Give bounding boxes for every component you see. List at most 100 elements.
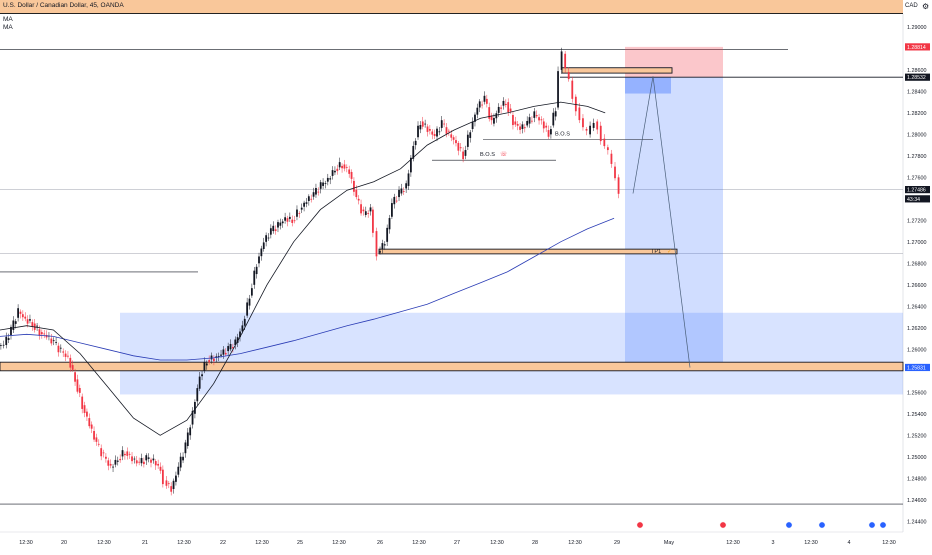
price-badge-1[interactable]: [905, 73, 930, 81]
candle-body[interactable]: [560, 51, 563, 70]
candle-body[interactable]: [112, 466, 114, 468]
candle-body[interactable]: [557, 71, 559, 108]
candle-body[interactable]: [50, 338, 53, 344]
candle-body[interactable]: [407, 173, 410, 186]
candle-body[interactable]: [0, 345, 2, 346]
candle-body[interactable]: [554, 111, 557, 117]
candle-body[interactable]: [274, 229, 277, 232]
event-flag-us-icon[interactable]: [785, 521, 793, 529]
candle-body[interactable]: [24, 316, 27, 319]
candle-body[interactable]: [426, 126, 429, 132]
candle-body[interactable]: [535, 115, 538, 117]
candle-body[interactable]: [388, 218, 391, 230]
event-flag-us-icon[interactable]: [868, 521, 876, 529]
candle-body[interactable]: [398, 189, 400, 198]
candle-body[interactable]: [457, 142, 460, 151]
candle-body[interactable]: [617, 177, 620, 194]
candle-body[interactable]: [476, 107, 479, 115]
candle-body[interactable]: [542, 121, 545, 129]
candle-body[interactable]: [119, 458, 122, 461]
candle-body[interactable]: [348, 169, 351, 174]
candle-body[interactable]: [172, 480, 175, 490]
candle-body[interactable]: [336, 168, 339, 172]
candle-body[interactable]: [248, 298, 251, 306]
candle-body[interactable]: [7, 338, 10, 340]
candle-body[interactable]: [507, 102, 510, 113]
candle-body[interactable]: [29, 319, 31, 321]
candle-body[interactable]: [222, 349, 225, 355]
symbol-title[interactable]: U.S. Dollar / Canadian Dollar, 45, OANDA: [3, 2, 124, 9]
currency-label[interactable]: CAD: [905, 3, 918, 9]
candle-body[interactable]: [38, 329, 41, 336]
candle-body[interactable]: [126, 451, 129, 456]
candle-body[interactable]: [552, 112, 555, 126]
candle-body[interactable]: [533, 111, 536, 118]
candle-body[interactable]: [138, 461, 141, 463]
candle-body[interactable]: [428, 128, 431, 131]
candle-body[interactable]: [147, 457, 150, 459]
candle-body[interactable]: [267, 237, 270, 239]
event-flag-ca-icon[interactable]: [719, 521, 727, 529]
moving-average-fast[interactable]: [0, 101, 606, 436]
candle-body[interactable]: [286, 218, 289, 222]
candle-body[interactable]: [262, 242, 265, 249]
candle-body[interactable]: [189, 427, 192, 436]
candle-body[interactable]: [523, 127, 526, 129]
supply-order-block[interactable]: [561, 67, 673, 74]
candle-body[interactable]: [78, 387, 81, 393]
candle-body[interactable]: [545, 125, 548, 128]
candle-body[interactable]: [614, 166, 616, 179]
candle-body[interactable]: [362, 209, 365, 212]
candle-body[interactable]: [509, 108, 512, 112]
candle-body[interactable]: [208, 360, 211, 363]
candle-body[interactable]: [258, 256, 260, 264]
candle-body[interactable]: [201, 374, 203, 377]
candle-body[interactable]: [52, 340, 55, 342]
candle-body[interactable]: [547, 130, 550, 137]
candle-body[interactable]: [592, 122, 595, 128]
candle-body[interactable]: [424, 123, 427, 125]
candle-body[interactable]: [177, 466, 180, 475]
key-support-block[interactable]: [0, 361, 904, 372]
candle-body[interactable]: [179, 456, 182, 468]
candle-body[interactable]: [490, 115, 493, 121]
candle-body[interactable]: [485, 98, 488, 104]
candle-body[interactable]: [315, 187, 317, 195]
candle-body[interactable]: [71, 365, 74, 370]
candle-body[interactable]: [19, 311, 22, 314]
candle-body[interactable]: [227, 346, 230, 352]
candle-body[interactable]: [519, 126, 521, 130]
candle-body[interactable]: [578, 107, 581, 121]
candle-body[interactable]: [379, 251, 381, 253]
candle-body[interactable]: [550, 129, 552, 135]
candle-body[interactable]: [220, 354, 222, 356]
candle-body[interactable]: [391, 203, 393, 217]
candle-body[interactable]: [150, 459, 152, 463]
candle-body[interactable]: [246, 302, 249, 316]
candle-body[interactable]: [191, 410, 194, 425]
projection-path[interactable]: [632, 76, 691, 368]
moving-average-slow[interactable]: [0, 217, 615, 361]
candle-body[interactable]: [281, 221, 284, 224]
candle-body[interactable]: [64, 353, 67, 357]
candle-body[interactable]: [409, 157, 412, 173]
candle-body[interactable]: [531, 120, 533, 122]
candle-body[interactable]: [157, 463, 160, 466]
candle-body[interactable]: [317, 191, 320, 193]
candle-body[interactable]: [83, 405, 86, 413]
candle-body[interactable]: [236, 337, 239, 343]
candle-body[interactable]: [167, 483, 170, 485]
candle-body[interactable]: [343, 164, 346, 169]
candle-body[interactable]: [305, 202, 308, 204]
candle-body[interactable]: [589, 125, 591, 135]
candle-body[interactable]: [466, 134, 469, 147]
candle-body[interactable]: [293, 220, 296, 222]
candle-body[interactable]: [291, 219, 294, 223]
candle-body[interactable]: [433, 134, 436, 137]
candle-body[interactable]: [243, 318, 246, 326]
candle-body[interactable]: [255, 266, 258, 275]
candle-body[interactable]: [436, 128, 438, 137]
candle-body[interactable]: [182, 456, 184, 461]
candle-body[interactable]: [43, 333, 46, 335]
candle-body[interactable]: [31, 322, 34, 327]
